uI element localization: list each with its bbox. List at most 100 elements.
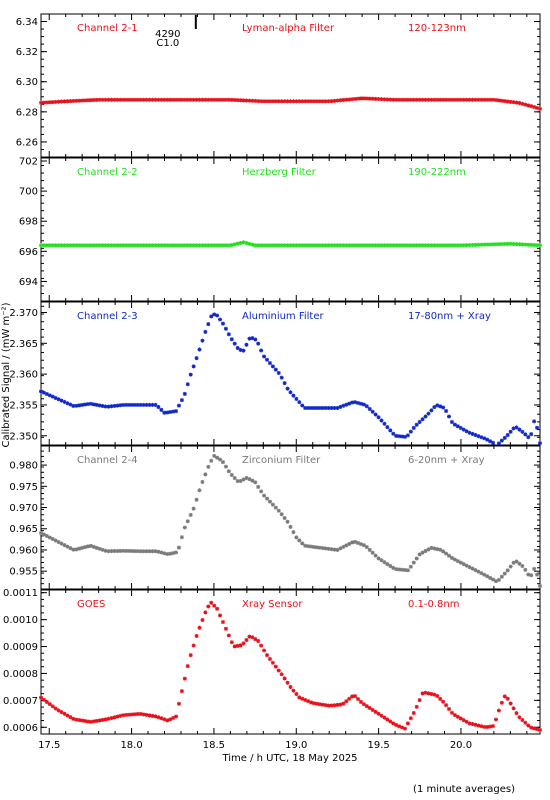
data-point [65, 99, 70, 104]
data-point [241, 348, 246, 353]
data-point [482, 436, 487, 441]
data-point [262, 243, 267, 248]
data-point [270, 364, 275, 369]
data-point [288, 390, 293, 395]
data-point [297, 695, 302, 700]
data-point [373, 412, 378, 417]
y-tick-label: 694 [19, 277, 38, 288]
data-point [218, 317, 223, 322]
data-point [220, 321, 225, 326]
data-point [335, 406, 340, 411]
data-point [370, 96, 375, 101]
data-point [350, 540, 355, 545]
data-point [353, 400, 358, 405]
data-point [458, 716, 463, 721]
data-point [232, 97, 237, 102]
data-point [414, 704, 419, 709]
data-point [65, 544, 70, 549]
data-point [373, 96, 378, 101]
data-point [279, 672, 284, 677]
data-point [464, 97, 469, 102]
data-point [356, 243, 361, 248]
data-point [115, 548, 120, 553]
data-point [127, 402, 132, 407]
data-point [400, 434, 405, 439]
data-point [452, 97, 457, 102]
data-point [511, 100, 516, 105]
data-point [323, 243, 328, 248]
data-point [44, 534, 49, 539]
data-point [223, 626, 228, 631]
data-point [335, 547, 340, 552]
panel-channel-2-2: 694 696 698 700 702 Channel 2-2 Herzberg Filte… [19, 157, 542, 302]
panel-goes: 0.0006 0.0007 0.0008 0.0009 0.0010 0.0011 GOES… [3, 588, 542, 735]
series-markers [39, 312, 542, 446]
data-point [388, 719, 393, 724]
panels-group: 6.26 6.28 6.30 6.32 6.34 Channel 2-1 Lyman-alp… [3, 13, 542, 751]
data-point [203, 610, 208, 615]
data-point [467, 721, 472, 726]
data-point [238, 347, 243, 352]
data-point [132, 243, 137, 248]
data-point [212, 453, 217, 458]
data-point [300, 99, 305, 104]
x-tick-label: 19.0 [285, 740, 307, 751]
data-point [356, 540, 361, 545]
data-point [135, 549, 140, 554]
data-point [341, 98, 346, 103]
data-point [59, 710, 64, 715]
data-point [276, 243, 281, 248]
data-point [361, 96, 366, 101]
data-point [417, 552, 422, 557]
data-point [250, 478, 255, 483]
data-point [488, 575, 493, 580]
data-point [262, 99, 267, 104]
data-point [526, 242, 531, 247]
data-point [347, 97, 352, 102]
data-point [317, 243, 322, 248]
data-point [347, 243, 352, 248]
data-point [508, 429, 513, 434]
data-point [100, 547, 105, 552]
data-point [188, 512, 193, 517]
data-point [223, 326, 228, 331]
data-point [200, 618, 205, 623]
data-point [194, 243, 199, 248]
data-point [39, 389, 43, 394]
data-point [338, 546, 343, 551]
data-point [493, 242, 498, 247]
data-point [520, 242, 525, 247]
data-point [408, 243, 413, 248]
data-point [91, 98, 96, 103]
data-point [367, 243, 372, 248]
data-point [80, 402, 85, 407]
data-point [535, 425, 540, 430]
data-point [112, 97, 117, 102]
data-point [517, 101, 522, 106]
data-point [320, 99, 325, 104]
data-point [326, 99, 331, 104]
panel-frame [40, 157, 541, 302]
y-tick-label: 702 [19, 157, 38, 168]
data-point [144, 97, 149, 102]
data-point [194, 633, 199, 638]
data-point [435, 547, 440, 552]
data-point [417, 420, 422, 425]
data-point [59, 243, 64, 248]
data-point [83, 545, 88, 550]
data-point [408, 429, 413, 434]
data-point [41, 243, 46, 248]
panel-frame [40, 589, 541, 735]
data-point [394, 97, 399, 102]
data-point [206, 464, 211, 469]
data-point [209, 97, 214, 102]
data-point [132, 712, 137, 717]
data-point [303, 697, 308, 702]
data-point [405, 568, 410, 573]
data-point [482, 724, 487, 729]
data-point [373, 243, 378, 248]
data-point [473, 242, 478, 247]
data-point [417, 97, 422, 102]
data-point [174, 243, 179, 248]
data-point [88, 98, 93, 103]
